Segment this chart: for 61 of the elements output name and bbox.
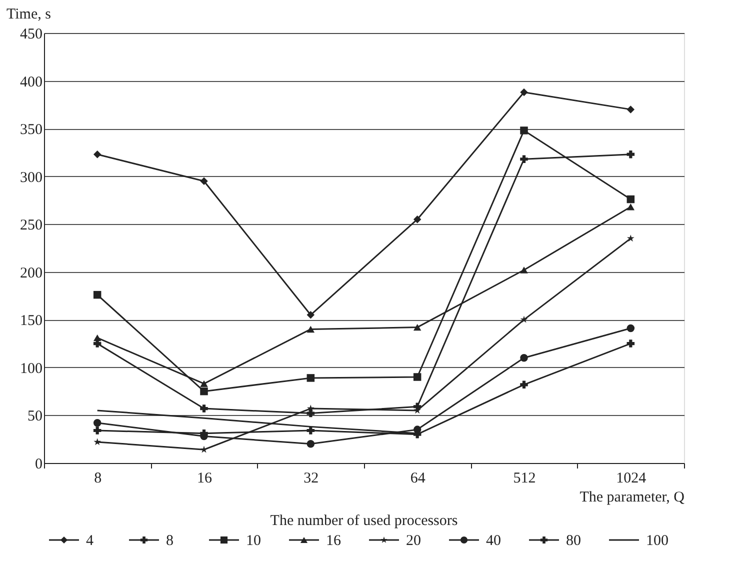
point — [200, 177, 208, 185]
point — [520, 155, 528, 164]
legend-label: 80 — [566, 533, 581, 549]
y-tick-label: 150 — [20, 313, 42, 330]
x-tick-label: 32 — [304, 470, 319, 486]
point — [306, 326, 315, 333]
point — [306, 440, 315, 448]
y-tick-label: 400 — [20, 74, 42, 90]
legend-title: The number of used processors — [270, 513, 458, 529]
point — [413, 373, 422, 381]
y-tick-label: 0 — [35, 456, 42, 472]
x-tick-label: 64 — [410, 470, 426, 486]
x-axis-title: The parameter, Q — [580, 490, 685, 506]
point — [93, 334, 102, 342]
x-tick-label: 16 — [197, 470, 212, 486]
legend-label: 10 — [246, 533, 261, 549]
y-tick-label: 300 — [20, 170, 42, 186]
legend-label: 100 — [646, 533, 668, 549]
legend-label: 8 — [166, 533, 174, 549]
legend-label: 20 — [406, 533, 421, 549]
point — [520, 126, 528, 134]
point — [93, 426, 102, 434]
point — [306, 374, 315, 382]
y-tick-label: 250 — [20, 218, 42, 234]
point — [413, 215, 422, 224]
point — [626, 234, 634, 242]
point — [94, 438, 102, 446]
point — [413, 324, 422, 331]
y-tick-label: 50 — [28, 408, 42, 425]
legend-label: 16 — [326, 533, 342, 549]
point — [626, 150, 635, 158]
y-tick-label: 100 — [20, 360, 42, 377]
point — [520, 316, 528, 323]
x-tick-label: 8 — [94, 470, 102, 486]
point — [626, 324, 635, 332]
legend-label: 4 — [86, 533, 94, 549]
point — [200, 404, 208, 412]
point — [93, 290, 102, 299]
y-axis-title: Time, s — [6, 6, 52, 22]
point — [200, 387, 208, 396]
point — [306, 311, 315, 319]
point — [626, 204, 635, 210]
point — [306, 426, 315, 434]
point — [626, 340, 635, 348]
point — [93, 419, 102, 427]
point — [520, 354, 528, 362]
x-tick-label: 1024 — [616, 470, 647, 486]
point — [200, 380, 208, 388]
x-tick-label: 512 — [513, 470, 536, 486]
point — [520, 380, 528, 389]
point — [520, 266, 528, 274]
point — [306, 404, 314, 412]
point — [626, 106, 635, 114]
point — [520, 88, 528, 96]
y-tick-label: 200 — [20, 265, 42, 282]
point — [626, 195, 635, 204]
y-tick-label: 350 — [20, 122, 42, 138]
point — [200, 446, 208, 453]
y-tick-label: 450 — [20, 26, 42, 42]
legend-label: 40 — [486, 533, 501, 549]
point — [93, 150, 102, 158]
